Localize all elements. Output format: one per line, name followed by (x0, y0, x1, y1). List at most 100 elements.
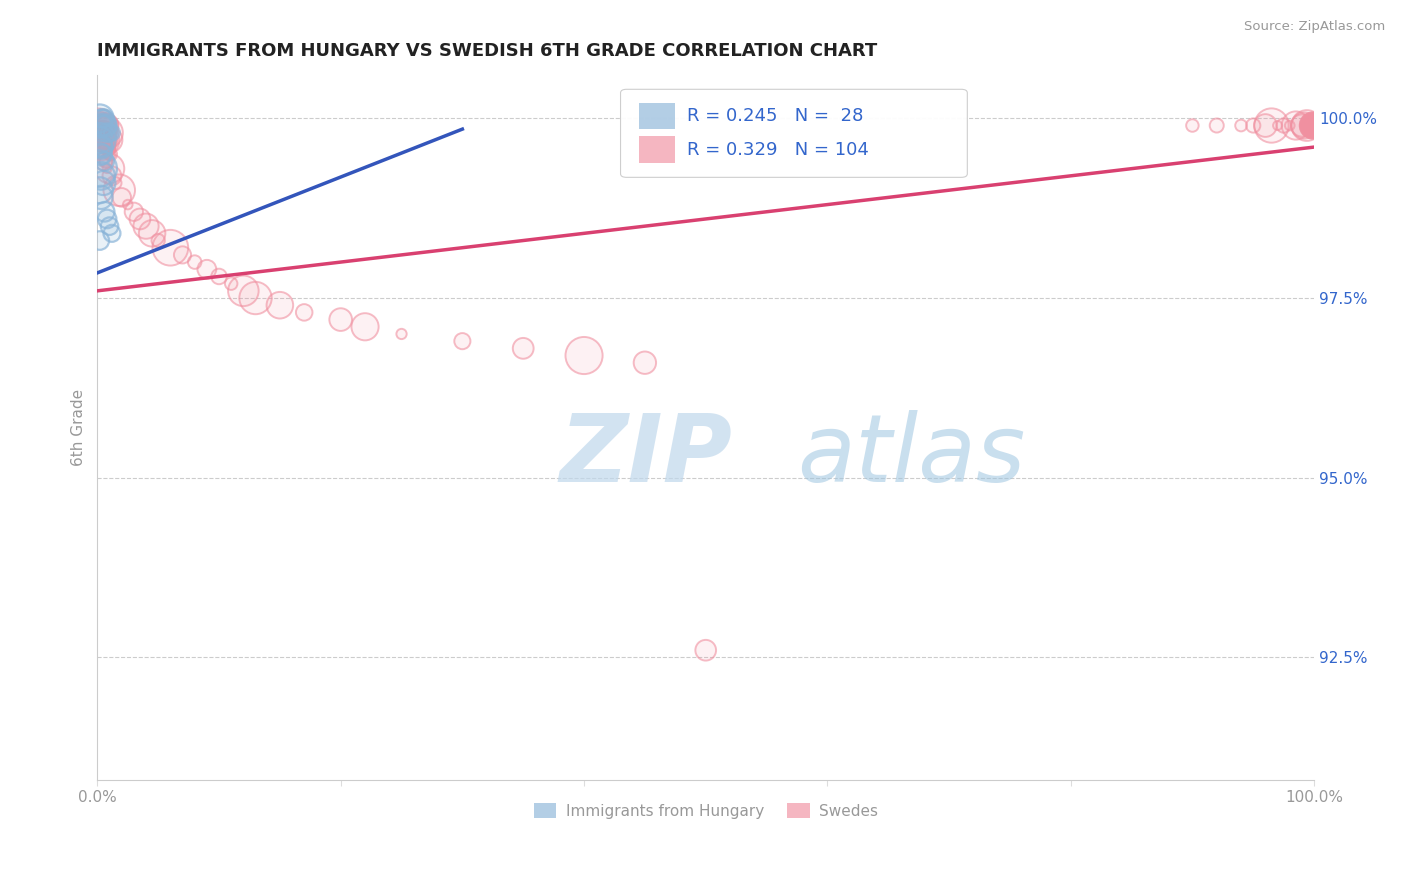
Point (91, 140, 114, 154)
Point (100, 147, 122, 161)
Point (93, 119, 115, 133)
Point (93, 119, 115, 133)
Point (94, 154, 117, 169)
Point (292, 305, 315, 319)
Point (90, 119, 112, 133)
Point (94, 154, 117, 169)
Point (96, 119, 118, 133)
Point (101, 126, 124, 140)
Point (93, 176, 115, 190)
Point (93, 154, 115, 169)
Text: R = 0.329   N = 104: R = 0.329 N = 104 (688, 141, 869, 159)
Text: R = 0.245   N =  28: R = 0.245 N = 28 (688, 107, 863, 125)
Point (90, 169, 112, 183)
Point (101, 169, 124, 183)
Point (1230, 119, 1253, 133)
Point (93, 154, 115, 169)
Point (1301, 119, 1323, 133)
Point (183, 255, 205, 269)
Point (391, 326, 413, 341)
Point (94, 119, 117, 133)
Point (91, 147, 114, 161)
Point (117, 197, 139, 211)
Point (93, 133, 115, 147)
Point (91, 119, 114, 133)
Point (96, 211, 118, 226)
Point (89, 126, 111, 140)
Point (148, 234, 170, 248)
Point (96, 126, 118, 140)
Point (94, 119, 117, 133)
Point (1205, 119, 1227, 133)
Point (90, 119, 112, 133)
Point (90, 140, 112, 154)
Point (91, 112, 114, 126)
Point (451, 334, 474, 348)
Point (572, 349, 595, 363)
Point (1294, 119, 1316, 133)
Point (148, 234, 170, 248)
Point (1302, 119, 1324, 133)
Point (93, 112, 115, 126)
Point (232, 284, 254, 298)
Point (90, 190, 112, 204)
Point (572, 349, 595, 363)
Point (695, 643, 717, 657)
Point (1302, 119, 1324, 133)
Point (98, 147, 121, 161)
Point (1298, 119, 1320, 133)
Point (208, 269, 231, 284)
Point (1302, 119, 1324, 133)
Point (135, 219, 157, 234)
Point (1294, 119, 1316, 133)
Point (93, 154, 115, 169)
Point (1302, 119, 1324, 133)
Point (93, 126, 115, 140)
Point (89, 119, 111, 133)
Point (354, 319, 377, 334)
Point (1302, 119, 1324, 133)
FancyBboxPatch shape (620, 89, 967, 178)
Point (101, 227, 124, 241)
Point (1302, 119, 1324, 133)
Point (1295, 119, 1317, 133)
Point (93, 133, 115, 147)
Point (1298, 119, 1320, 133)
Point (93, 154, 115, 169)
Point (141, 227, 163, 241)
Point (1302, 119, 1324, 133)
Point (512, 342, 534, 356)
Point (1302, 119, 1324, 133)
Point (98, 133, 121, 147)
Point (87, 161, 110, 176)
Point (91, 140, 114, 154)
Point (1302, 119, 1324, 133)
Point (90, 133, 112, 147)
Point (96, 140, 118, 154)
Point (1295, 119, 1317, 133)
Point (391, 326, 413, 341)
Point (98, 126, 121, 140)
Point (1181, 119, 1204, 133)
Point (1301, 119, 1323, 133)
Point (90, 119, 112, 133)
Point (96, 126, 118, 140)
Point (129, 211, 152, 226)
Point (90, 190, 112, 204)
Point (93, 119, 115, 133)
Point (90, 119, 112, 133)
Point (101, 227, 124, 241)
Point (1302, 119, 1324, 133)
Point (172, 248, 194, 262)
Point (90, 126, 112, 140)
Point (111, 190, 134, 204)
Point (97, 126, 120, 140)
Point (104, 176, 127, 190)
Point (94, 126, 117, 140)
Point (87, 119, 110, 133)
Point (219, 277, 242, 291)
Point (100, 147, 122, 161)
Point (98, 133, 121, 147)
Point (89, 147, 111, 161)
Point (96, 119, 118, 133)
